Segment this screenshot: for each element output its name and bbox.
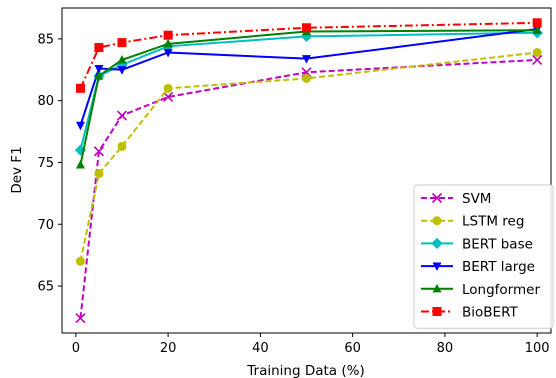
data-point-marker [94,71,104,80]
legend-entry: BioBERT [421,305,518,321]
data-point-marker [75,256,85,266]
data-point-marker [75,83,85,93]
data-point-marker [116,110,128,121]
data-point-marker [75,159,85,169]
x-axis-ticks: 0 20 40 60 80 100 [72,333,550,356]
data-point-marker [94,169,104,179]
legend-label: BERT large [462,259,535,275]
legend-entry: BERT base [421,236,533,252]
legend-marker [432,216,442,226]
legend-entry: LSTM reg [421,214,524,230]
x-tick-label: 20 [160,341,177,356]
data-point-marker [75,121,85,131]
legend-marker [431,192,443,204]
data-point-marker [117,38,127,48]
data-point-marker [117,141,127,151]
legend-marker [431,237,443,250]
data-point-marker [302,23,311,33]
legend-label: LSTM reg [462,214,524,230]
data-point-marker [163,48,173,58]
y-axis-title: Dev F1 [9,146,25,193]
legend-label: BERT base [462,236,533,252]
x-tick-label: 60 [344,341,361,356]
legend-entry: BERT large [421,259,535,275]
legend-entry: SVM [421,191,491,207]
data-point-marker [163,83,173,93]
data-point-marker [93,146,104,157]
data-point-marker [163,38,173,48]
data-point-marker [117,54,127,64]
x-tick-label: 0 [72,341,80,356]
legend-label: Longformer [462,282,540,298]
x-tick-label: 40 [252,341,269,356]
x-tick-label: 80 [437,341,454,356]
legend-marker [432,283,442,293]
series-line [79,29,538,166]
data-point-marker [532,18,542,28]
legend-label: BioBERT [462,305,518,321]
data-point-marker [302,55,311,64]
data-point-marker [163,91,174,103]
data-point-marker [94,64,104,74]
series-lstm-reg [75,47,542,266]
x-axis-title: Training Data (%) [246,363,364,378]
y-axis-ticks: 65 70 75 80 85 [37,32,62,295]
data-point-marker [117,66,127,75]
series-biobert [75,18,542,93]
y-tick-label: 75 [37,156,54,171]
legend-marker [432,307,442,316]
y-tick-label: 65 [37,280,54,295]
data-point-marker [302,73,311,83]
data-point-marker [163,30,173,40]
data-point-marker [532,54,543,65]
series-line [79,21,538,89]
data-point-marker [94,43,104,53]
y-tick-label: 85 [37,32,54,47]
data-point-marker [75,313,86,324]
legend-marker [432,262,442,272]
series-line [79,58,538,319]
plot-frame [61,7,552,334]
y-tick-label: 70 [37,218,54,233]
series-line [79,51,538,262]
data-point-marker [532,47,542,57]
y-tick-label: 80 [37,94,54,109]
legend-label: SVM [462,191,491,207]
x-tick-label: 100 [525,341,550,356]
legend: SVM LSTM reg BERT base BERT large Longformer… [413,184,554,329]
data-point-marker [532,25,542,34]
legend-entry: Longformer [421,282,540,298]
series-longformer [75,25,542,169]
series-layer [74,18,543,324]
